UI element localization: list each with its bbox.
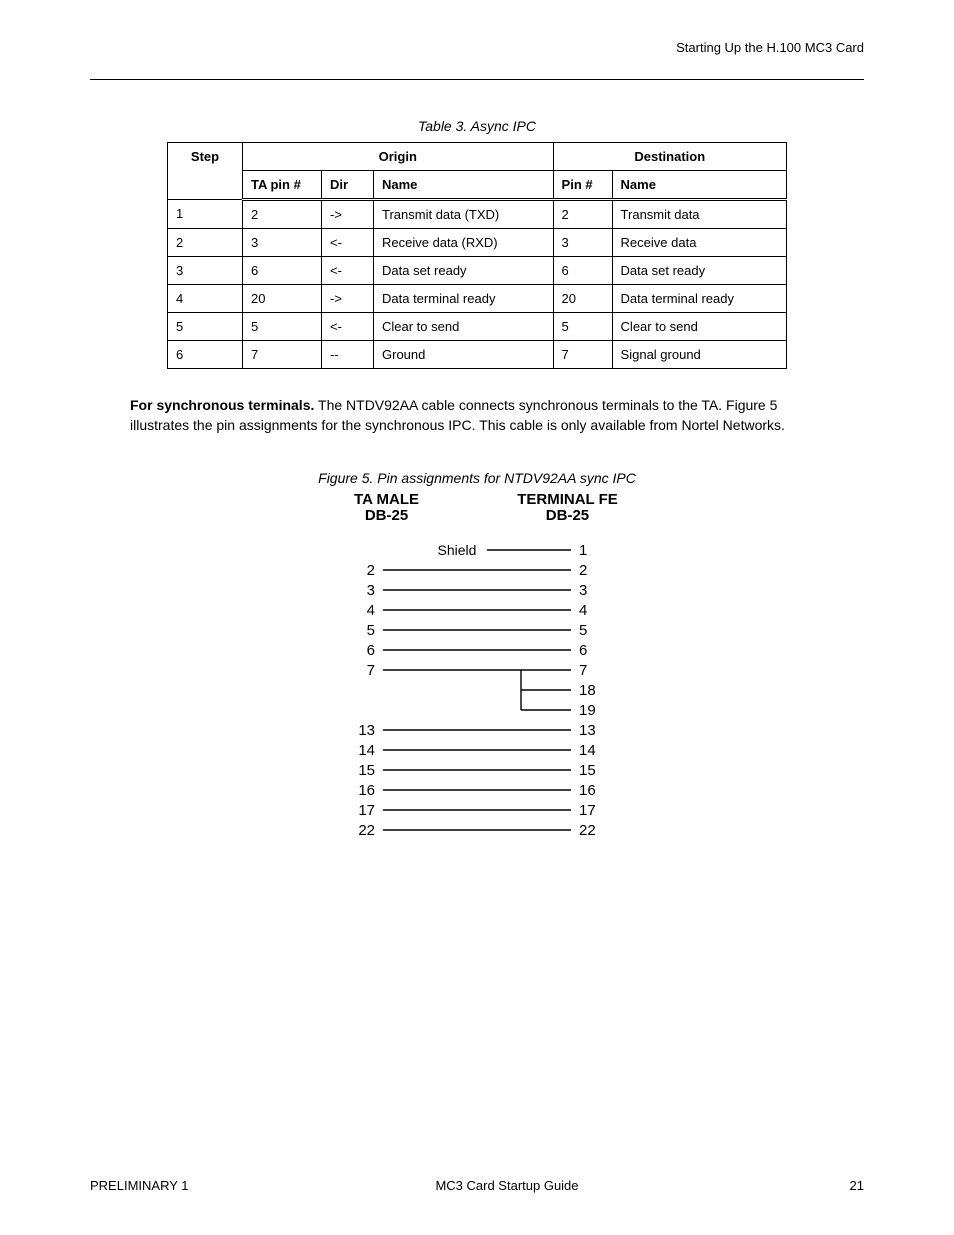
- footer-revision: PRELIMINARY 1: [90, 1178, 210, 1193]
- table-cell: 7: [553, 341, 612, 369]
- pin-label: 6: [367, 642, 375, 659]
- th-origin: Origin: [243, 143, 554, 171]
- pin-label: 3: [579, 582, 587, 599]
- pin-label: 5: [367, 622, 375, 639]
- pin-label: 17: [358, 802, 375, 819]
- pin-label: 2: [367, 562, 375, 579]
- footer-doc-title: MC3 Card Startup Guide: [210, 1178, 804, 1193]
- table-cell: 5: [553, 313, 612, 341]
- pin-label: 6: [579, 642, 587, 659]
- table-row: 420->Data terminal ready20Data terminal …: [168, 285, 787, 313]
- table-cell: 3: [243, 229, 322, 257]
- pin-label: 14: [579, 742, 596, 759]
- th-origin-pin: TA pin #: [243, 171, 322, 200]
- paragraph-lead: For synchronous terminals.: [130, 397, 314, 413]
- table-cell: --: [322, 341, 374, 369]
- pin-label: 4: [367, 602, 375, 619]
- pin-label: 1: [579, 542, 587, 559]
- table-row: 12->Transmit data (TXD)2Transmit data: [168, 200, 787, 229]
- table-cell: Receive data: [612, 229, 786, 257]
- table-cell: 1: [168, 200, 243, 229]
- pin-label: 2: [579, 562, 587, 579]
- table-row: 23<-Receive data (RXD)3Receive data: [168, 229, 787, 257]
- table-cell: <-: [322, 229, 374, 257]
- th-dest-name: Name: [612, 171, 786, 200]
- pin-label: 13: [358, 722, 375, 739]
- diagram-right-header: TERMINAL FE DB-25: [484, 492, 651, 525]
- pin-label: 16: [358, 782, 375, 799]
- th-dir: Dir: [322, 171, 374, 200]
- table-cell: Receive data (RXD): [374, 229, 554, 257]
- table-cell: 5: [168, 313, 243, 341]
- table-cell: Data terminal ready: [374, 285, 554, 313]
- figure-caption: Figure 5. Pin assignments for NTDV92AA s…: [90, 470, 864, 486]
- table-row: 55<-Clear to send5Clear to send: [168, 313, 787, 341]
- th-dest-pin: Pin #: [553, 171, 612, 200]
- wiring-svg: Shield1223344556677181913131414151516161…: [327, 531, 627, 859]
- table-cell: 3: [553, 229, 612, 257]
- pin-label: 14: [358, 742, 375, 759]
- table-cell: Signal ground: [612, 341, 786, 369]
- th-dest: Destination: [553, 143, 786, 171]
- table-cell: 2: [168, 229, 243, 257]
- table-cell: 2: [553, 200, 612, 229]
- shield-label: Shield: [438, 542, 477, 558]
- diagram-left-header: TA MALE DB-25: [303, 492, 470, 525]
- pin-label: 4: [579, 602, 587, 619]
- pin-label: 7: [367, 662, 375, 679]
- table-cell: Data set ready: [612, 257, 786, 285]
- th-name: Name: [374, 171, 554, 200]
- pin-label: 7: [579, 662, 587, 679]
- table-cell: Transmit data: [612, 200, 786, 229]
- table-cell: Data terminal ready: [612, 285, 786, 313]
- th-step: Step: [168, 143, 243, 200]
- table-row: 67--Ground7Signal ground: [168, 341, 787, 369]
- table-cell: 6: [243, 257, 322, 285]
- table-cell: Data set ready: [374, 257, 554, 285]
- pin-label: 15: [358, 762, 375, 779]
- table-cell: 6: [553, 257, 612, 285]
- table-cell: 7: [243, 341, 322, 369]
- table-cell: 6: [168, 341, 243, 369]
- table-cell: 20: [243, 285, 322, 313]
- pin-label: 22: [579, 822, 596, 839]
- header-rule: [90, 79, 864, 80]
- paragraph: For synchronous terminals. The NTDV92AA …: [130, 395, 824, 436]
- table-cell: 20: [553, 285, 612, 313]
- pin-label: 16: [579, 782, 596, 799]
- pin-label: 17: [579, 802, 596, 819]
- table-caption: Table 3. Async IPC: [90, 118, 864, 134]
- table-cell: 3: [168, 257, 243, 285]
- pin-label: 5: [579, 622, 587, 639]
- table-row: 36<-Data set ready6Data set ready: [168, 257, 787, 285]
- footer-page: 21: [804, 1178, 864, 1193]
- wiring-diagram: TA MALE DB-25 TERMINAL FE DB-25 Shield 1 2…: [297, 492, 657, 859]
- table-cell: ->: [322, 200, 374, 229]
- page-footer: PRELIMINARY 1 MC3 Card Startup Guide 21: [90, 1178, 864, 1193]
- pin-label: 3: [367, 582, 375, 599]
- table-cell: 4: [168, 285, 243, 313]
- table-cell: <-: [322, 257, 374, 285]
- pin-label: 19: [579, 702, 596, 719]
- table-cell: <-: [322, 313, 374, 341]
- table-cell: ->: [322, 285, 374, 313]
- pin-label: 15: [579, 762, 596, 779]
- table-cell: 5: [243, 313, 322, 341]
- table-cell: Transmit data (TXD): [374, 200, 554, 229]
- table-cell: Clear to send: [374, 313, 554, 341]
- table-cell: Ground: [374, 341, 554, 369]
- pin-label: 18: [579, 682, 596, 699]
- pinout-table: Step Origin Destination TA pin # Dir Nam…: [167, 142, 787, 369]
- pin-label: 13: [579, 722, 596, 739]
- table-cell: 2: [243, 200, 322, 229]
- page-header: Starting Up the H.100 MC3 Card: [90, 40, 864, 55]
- table-cell: Clear to send: [612, 313, 786, 341]
- pin-label: 22: [358, 822, 375, 839]
